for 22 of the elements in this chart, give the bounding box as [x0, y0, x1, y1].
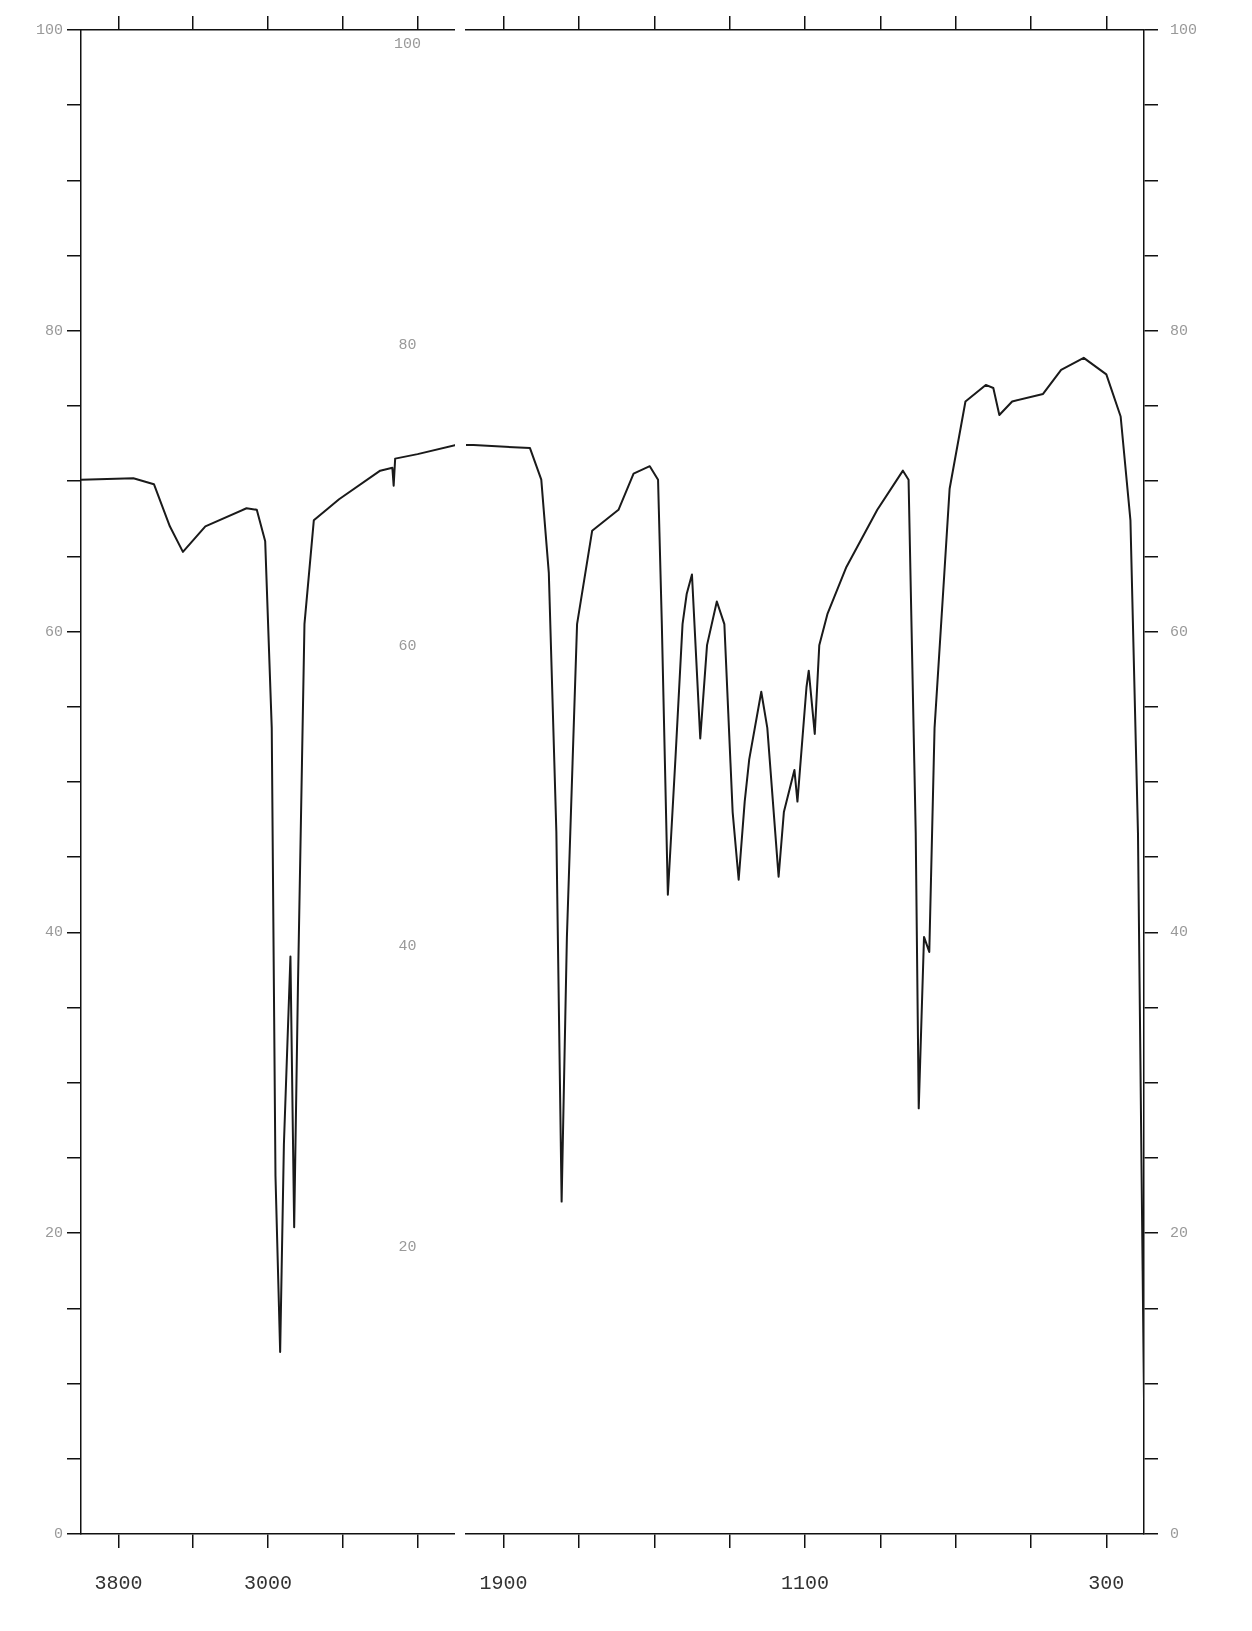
y2-tick-label: 80 — [1170, 322, 1189, 340]
x-tick-label: 1900 — [479, 1572, 528, 1596]
annotation: 40 — [398, 938, 417, 956]
annotation: 20 — [398, 1239, 417, 1257]
y-tick-label: 60 — [44, 623, 63, 641]
x-tick-label: 300 — [1088, 1572, 1125, 1596]
y2-tick-label: 40 — [1170, 924, 1189, 942]
y-tick-label: 0 — [53, 1525, 63, 1543]
y2-tick-label: 60 — [1170, 623, 1189, 641]
y-tick-label: 40 — [44, 924, 63, 942]
x-tick-label: 3800 — [94, 1572, 143, 1596]
x-tick-label: 3000 — [243, 1572, 293, 1596]
y2-tick-label: 100 — [1170, 21, 1198, 39]
y-tick-label: 20 — [44, 1225, 63, 1243]
annotation: 100 — [394, 35, 422, 53]
x-tick-label: 1100 — [780, 1572, 829, 1596]
y2-tick-label: 0 — [1170, 1525, 1180, 1543]
annotation: 80 — [398, 336, 417, 354]
y-tick-label: 80 — [44, 322, 63, 340]
y-tick-label: 100 — [35, 21, 63, 39]
y2-tick-label: 20 — [1170, 1225, 1189, 1243]
annotation: 60 — [398, 637, 417, 655]
